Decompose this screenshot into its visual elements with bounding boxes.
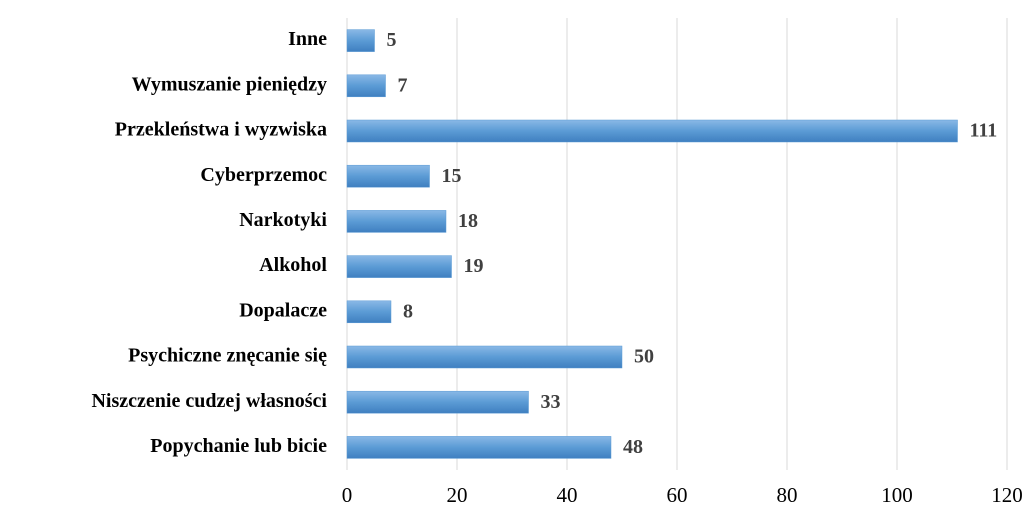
bar — [346, 119, 958, 143]
bar — [346, 29, 375, 52]
y-tick-label: Wymuszanie pieniędzy — [132, 73, 327, 95]
bar — [346, 436, 612, 459]
y-tick-label: Dopalacze — [239, 299, 327, 321]
y-tick-label: Niszczenie cudzej własności — [91, 390, 327, 412]
value-label: 33 — [541, 391, 561, 413]
bar — [346, 74, 386, 98]
value-label: 48 — [623, 436, 643, 458]
bar — [346, 390, 529, 414]
value-label: 50 — [634, 346, 654, 368]
value-label: 5 — [387, 29, 397, 51]
bar — [346, 300, 392, 324]
x-tick-label: 120 — [991, 483, 1023, 507]
bar — [346, 164, 430, 188]
value-label: 111 — [970, 120, 998, 142]
x-tick-label: 80 — [777, 483, 798, 507]
value-label: 18 — [458, 210, 478, 232]
x-tick-label: 40 — [557, 483, 578, 507]
bar — [346, 210, 447, 233]
x-tick-label: 100 — [881, 483, 913, 507]
y-tick-label: Psychiczne znęcanie się — [128, 345, 327, 367]
y-tick-label: Popychanie lub bicie — [150, 435, 327, 457]
bar — [346, 345, 623, 369]
y-tick-label: Alkohol — [259, 254, 327, 276]
value-label: 8 — [403, 300, 413, 322]
x-tick-label: 60 — [667, 483, 688, 507]
x-tick-label: 0 — [342, 483, 353, 507]
value-label: 19 — [464, 255, 484, 277]
x-tick-label: 20 — [447, 483, 468, 507]
value-label: 7 — [398, 74, 408, 96]
y-tick-label: Narkotyki — [239, 209, 327, 231]
y-tick-label: Inne — [288, 28, 327, 50]
bar — [346, 255, 452, 278]
y-tick-label: Przekleństwa i wyzwiska — [115, 119, 327, 141]
y-tick-label: Cyberprzemoc — [200, 164, 327, 186]
value-label: 15 — [442, 165, 462, 187]
